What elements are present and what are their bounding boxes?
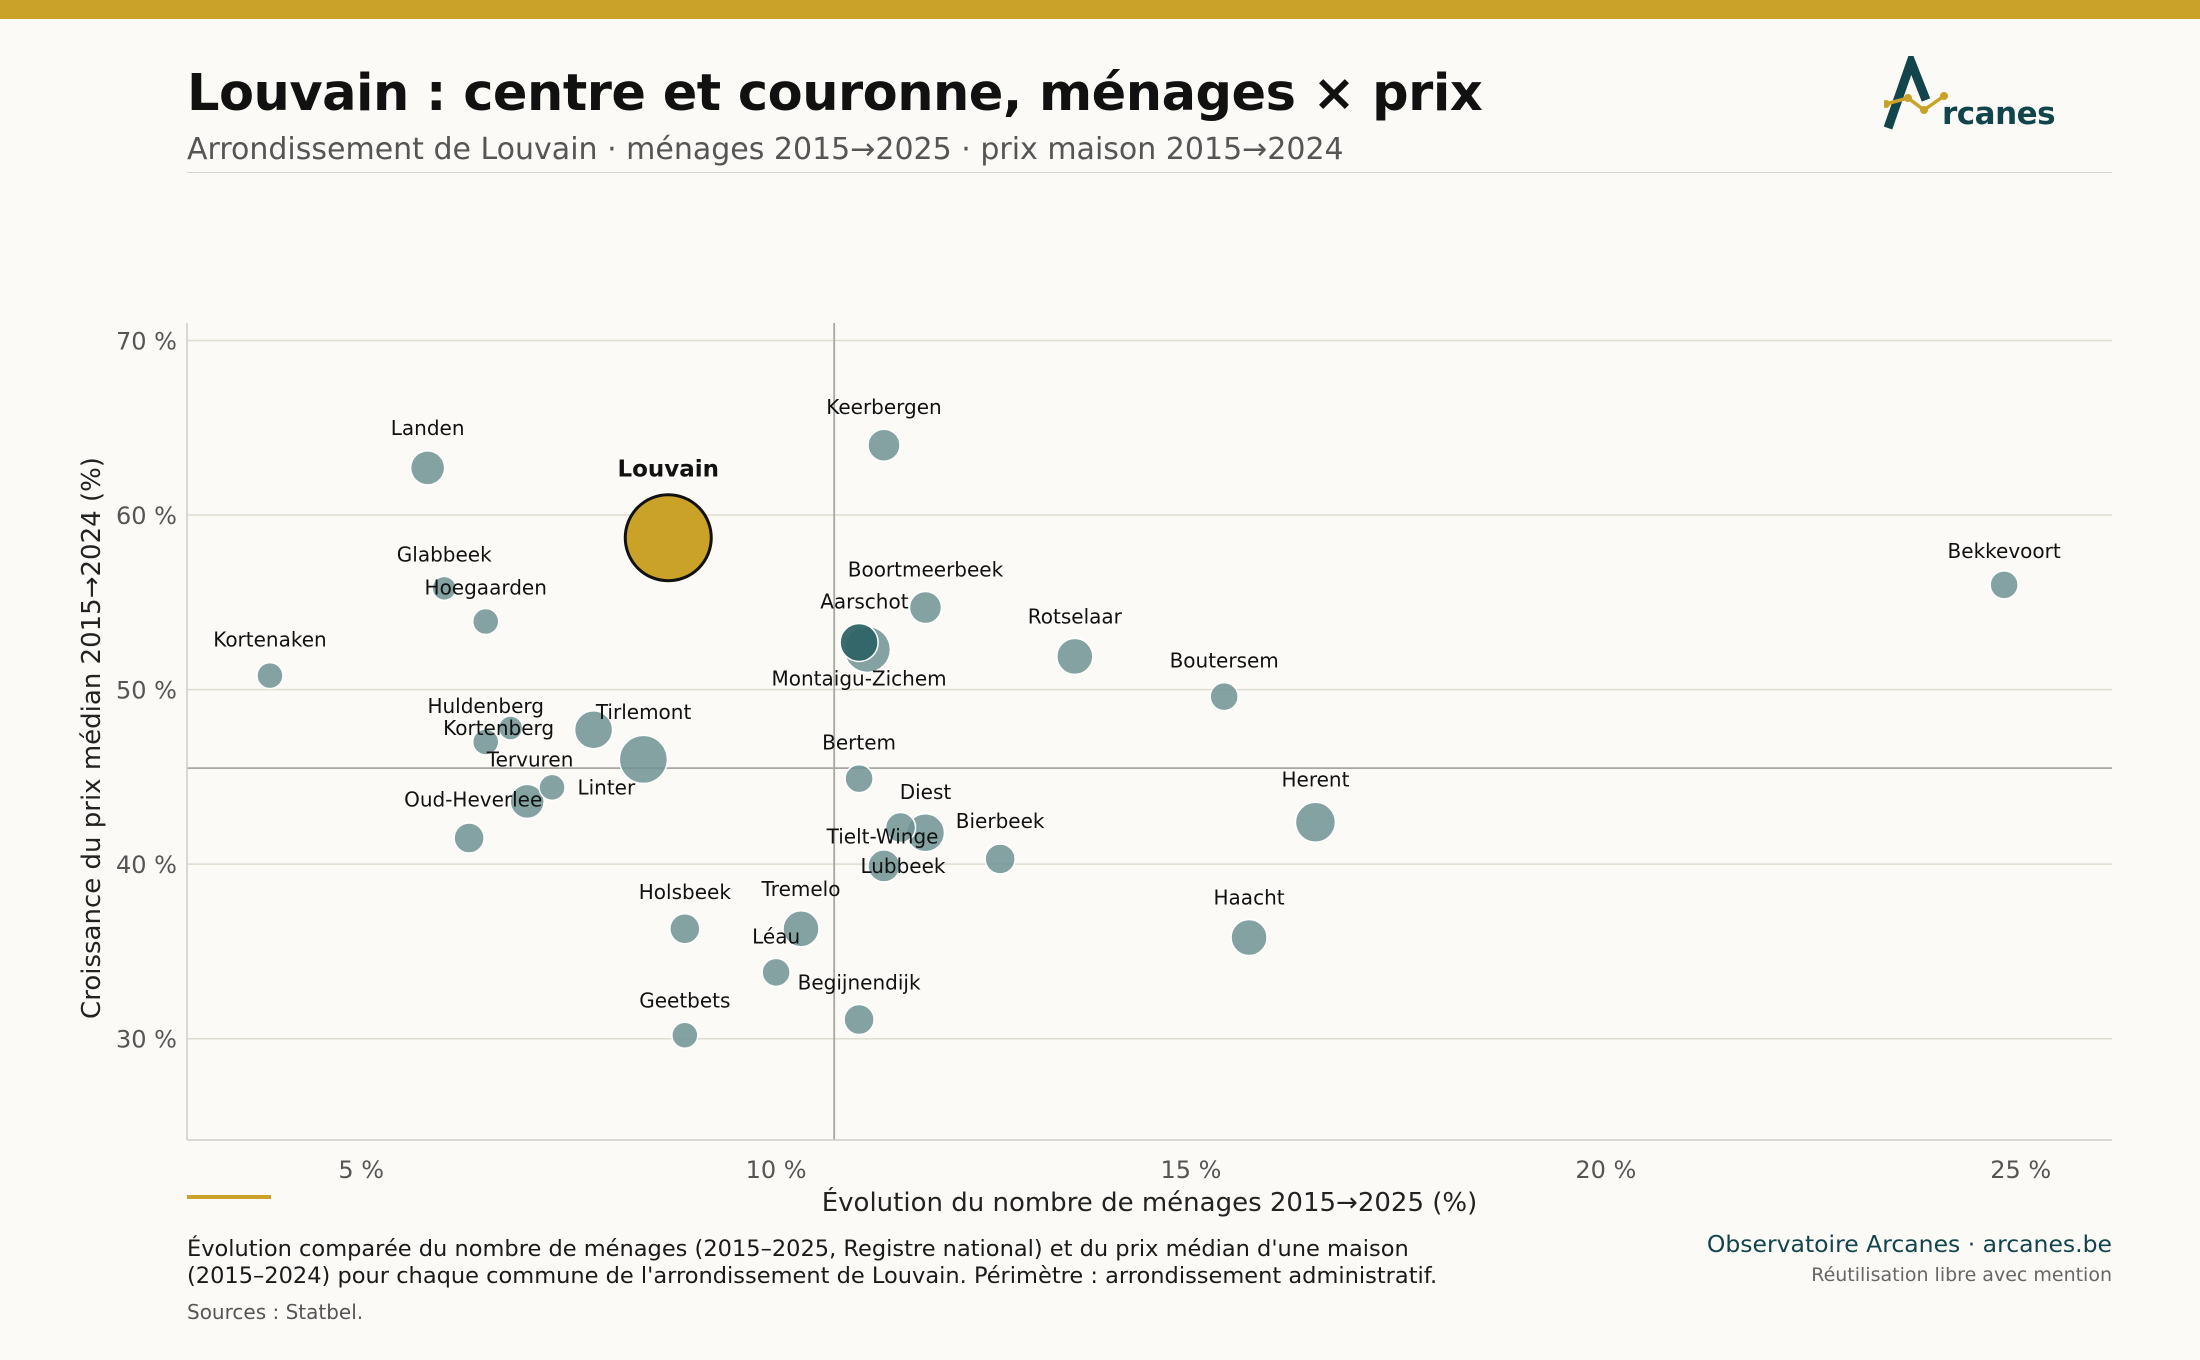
scatter-chart: 30 %40 %50 %60 %70 %5 % 10 % 15 % 20 % 25 % …: [116, 323, 2112, 1180]
bubble-kortenberg: [497, 715, 524, 741]
x-axis-label: Évolution du nombre de ménages 2015→2025…: [821, 1188, 1478, 1218]
footer-license: Réutilisation libre avec mention: [1811, 1264, 2112, 1286]
point-label-huldenberg: Huldenberg: [427, 694, 544, 718]
x-tick-label-25: 25 %: [1990, 1156, 2051, 1180]
bubble-landen: [409, 450, 446, 486]
point-label-tervuren: Tervuren: [486, 747, 574, 771]
bubble-holsbeek: [669, 913, 701, 945]
point-label-oud-heverlee: Oud-Heverlee: [404, 787, 542, 811]
footer-brand[interactable]: Observatoire Arcanes · arcanes.be: [1706, 1230, 2112, 1258]
header-divider: [187, 172, 2112, 173]
arcanes-logo-icon: [1884, 56, 1948, 130]
point-label-bekkevoort: Bekkevoort: [1948, 539, 2061, 563]
footer-accent-bar: [187, 1195, 271, 1199]
bubble-oud-heverlee: [509, 783, 545, 820]
point-label-rotselaar: Rotselaar: [1028, 604, 1123, 628]
bubble-hoegaarden: [471, 607, 500, 636]
bubble-kortenaken: [256, 661, 284, 690]
bubble-montaigu-zichem: [839, 622, 879, 663]
point-label-hoegaarden: Hoegaarden: [425, 576, 547, 600]
axis-layer: 30 % 40 % 50 % 60 % 70 % 5 % 10 % 15 % 20 % 25 %: [116, 323, 2112, 1180]
point-label-lubbeek: Lubbeek: [860, 854, 945, 878]
bubble-boortmeerbeek: [908, 590, 943, 625]
bubble-bertem: [844, 763, 874, 794]
point-label-boutersem: Boutersem: [1170, 649, 1279, 673]
x-tick-label-10: 10 %: [746, 1156, 807, 1180]
point-label-boortmeerbeek: Boortmeerbeek: [848, 558, 1004, 582]
point-label-l-au: Léau: [752, 924, 800, 948]
point-label-begijnendijk: Begijnendijk: [798, 971, 921, 995]
x-tick-label-15: 15 %: [1160, 1156, 1221, 1180]
bubble-layer: [256, 428, 2019, 1050]
point-label-aarschot: Aarschot: [820, 589, 908, 613]
chart-subtitle: Arrondissement de Louvain · ménages 2015…: [187, 132, 1344, 167]
chart-title: Louvain : centre et couronne, ménages × …: [187, 64, 1483, 123]
point-label-diest: Diest: [900, 780, 952, 804]
point-label-kortenberg: Kortenberg: [443, 716, 554, 740]
point-label-kortenaken: Kortenaken: [213, 628, 327, 652]
y-tick-label-50: 50 %: [116, 677, 177, 705]
chart-sources: Sources : Statbel.: [187, 1300, 364, 1324]
grid-layer: [187, 339, 2112, 1040]
bubble-tielt-winge: [884, 811, 917, 844]
point-label-montaigu-zichem: Montaigu-Zichem: [772, 666, 947, 690]
label-layer: Louvain Landen Keerbergen Bekkevoort Glabbee…: [213, 395, 2061, 1012]
point-label-holsbeek: Holsbeek: [639, 880, 732, 904]
point-label-tirlemont: Tirlemont: [595, 700, 692, 724]
logo-wordmark: rcanes: [1942, 96, 2056, 132]
bubble-tremelo: [782, 910, 820, 948]
bubble-bierbeek: [984, 843, 1016, 875]
point-label-haacht: Haacht: [1214, 885, 1285, 909]
bubble-haacht: [1230, 918, 1268, 957]
chart-caption: Évolution comparée du nombre de ménages …: [187, 1236, 1438, 1289]
point-label-linter: Linter: [577, 775, 636, 799]
bubble-tervuren: [538, 773, 566, 802]
point-label-landen: Landen: [391, 416, 465, 440]
point-label-herent: Herent: [1281, 767, 1349, 791]
bubble-boutersem: [1209, 681, 1239, 712]
y-tick-label-60: 60 %: [116, 502, 177, 530]
bubble-tirlemont: [573, 710, 614, 750]
reference-lines: [187, 323, 2112, 1140]
y-tick-label-40: 40 %: [116, 851, 177, 879]
bubble-bekkevoort: [1989, 570, 2019, 600]
point-label-glabbeek: Glabbeek: [397, 542, 492, 566]
y-tick-label-70: 70 %: [116, 327, 177, 355]
bubble-linter: [618, 734, 669, 785]
point-label-louvain: Louvain: [617, 457, 719, 483]
point-label-tremelo: Tremelo: [761, 877, 841, 901]
top-accent-bar: [0, 0, 2200, 19]
bubble-keerbergen: [867, 428, 901, 462]
bubble-geetbets: [671, 1021, 699, 1050]
bubble-begijnendijk: [843, 1003, 875, 1036]
bubble-louvain: [623, 493, 713, 583]
bubble-rotselaar: [1056, 637, 1094, 676]
x-tick-label-20: 20 %: [1575, 1156, 1636, 1180]
x-tick-label-5: 5 %: [338, 1156, 384, 1180]
bubble-l-au: [761, 957, 791, 988]
y-axis-label: Croissance du prix médian 2015→2024 (%): [77, 457, 107, 1019]
bubble-huldenberg: [471, 728, 500, 756]
point-label-keerbergen: Keerbergen: [826, 395, 942, 419]
point-label-tielt-winge: Tielt-Winge: [826, 825, 939, 849]
bubble-oud-heverlee-west: [453, 822, 485, 854]
point-label-bierbeek: Bierbeek: [956, 809, 1045, 833]
bubble-glabbeek: [431, 575, 457, 602]
point-label-bertem: Bertem: [822, 731, 896, 755]
bubble-lubbeek: [867, 849, 901, 883]
bubble-herent: [1294, 801, 1337, 844]
point-label-geetbets: Geetbets: [639, 988, 730, 1012]
y-tick-label-30: 30 %: [116, 1026, 177, 1054]
